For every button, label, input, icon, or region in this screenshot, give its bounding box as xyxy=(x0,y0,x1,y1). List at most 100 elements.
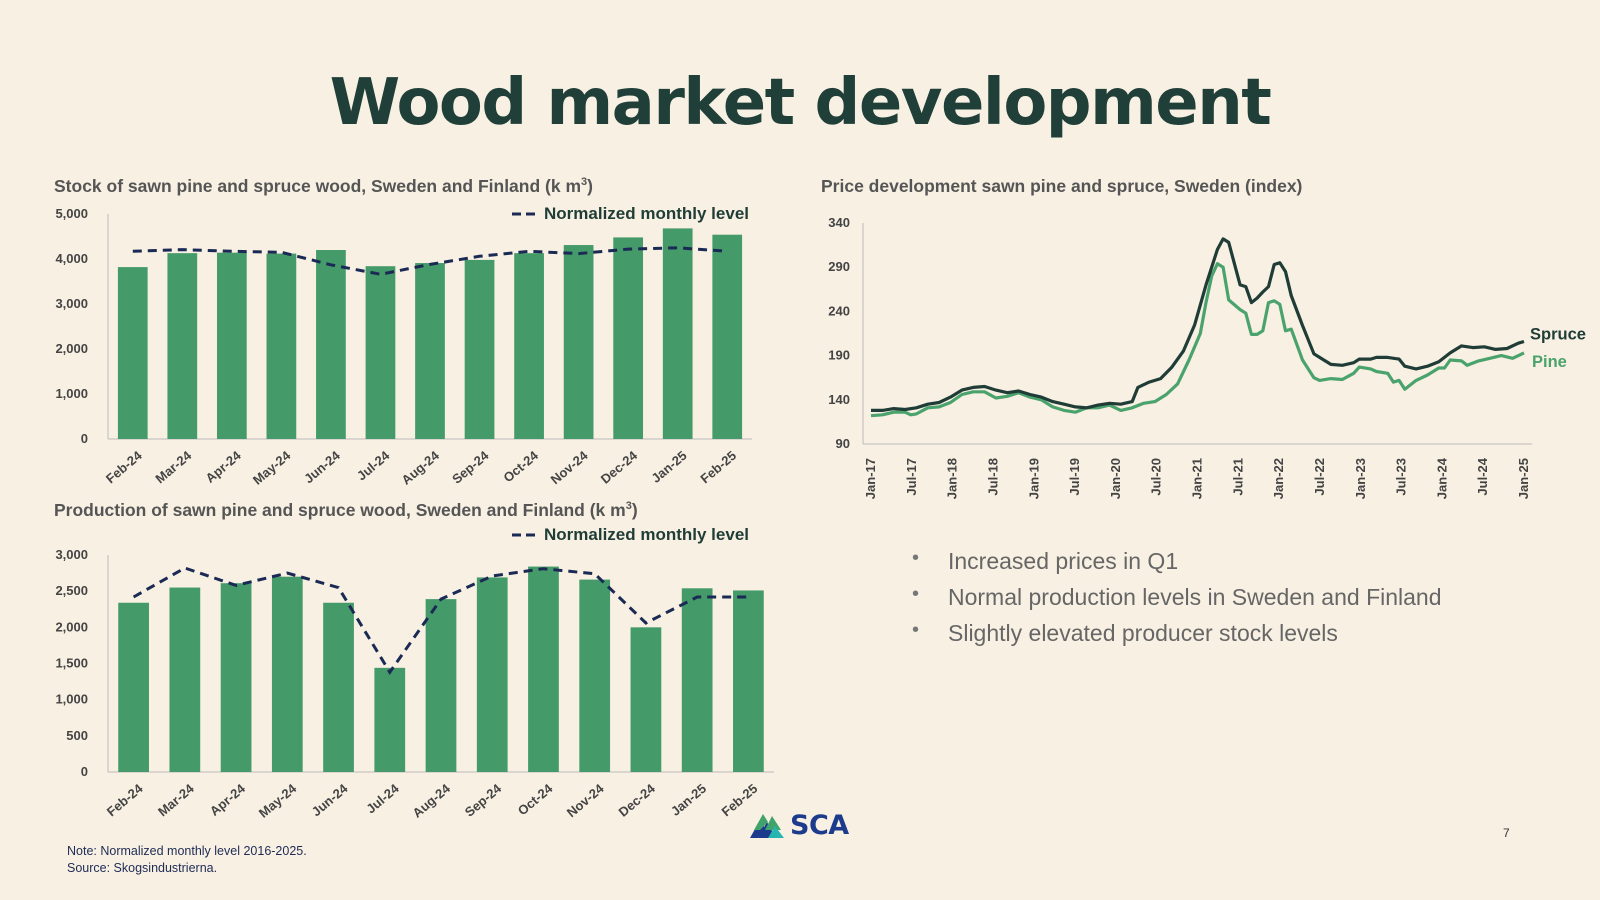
stock-chart-title-text: Stock of sawn pine and spruce wood, Swed… xyxy=(54,176,582,196)
price-chart-title: Price development sawn pine and spruce, … xyxy=(821,176,1303,196)
y-tick-label: 2,000 xyxy=(55,341,88,356)
y-tick-label: 5,000 xyxy=(55,206,88,221)
x-tick-label: Feb-24 xyxy=(103,447,145,486)
y-tick-label: 2,000 xyxy=(55,619,88,634)
x-tick-label: Apr-24 xyxy=(207,780,249,818)
legend-label: Normalized monthly level xyxy=(544,204,749,223)
y-tick-label: 1,000 xyxy=(55,386,88,401)
bar xyxy=(167,253,198,439)
bar xyxy=(613,237,644,439)
normalized-level-line xyxy=(132,246,728,276)
production-chart-title-sup: 3 xyxy=(625,500,632,513)
x-tick-label: Nov-24 xyxy=(548,447,591,487)
x-tick-label: Oct-24 xyxy=(515,780,556,818)
pine-series-line xyxy=(870,262,1525,418)
x-tick-label: Jan-17 xyxy=(863,458,878,499)
y-tick-label: 1,000 xyxy=(55,692,88,707)
footnote-note: Note: Normalized monthly level 2016-2025… xyxy=(67,844,307,858)
production-chart-title-end: ) xyxy=(631,500,638,520)
price-line-chart: 90 140 190 240 290 340 Jan-17 Jul-17 Jan-18 Jul-1… xyxy=(828,215,1586,499)
x-tick-label: Oct-24 xyxy=(500,447,541,485)
y-tick-label: 3,000 xyxy=(55,296,88,311)
stock-chart-title: Stock of sawn pine and spruce wood, Swed… xyxy=(54,176,593,197)
bar xyxy=(563,245,594,439)
x-tick-label: Jul-18 xyxy=(985,458,1000,496)
bar xyxy=(681,588,713,772)
bar xyxy=(271,576,303,772)
production-bar-chart: 0 500 1,000 1,500 2,000 2,500 3,000 Feb-24 Mar-2… xyxy=(55,525,774,821)
bar xyxy=(476,577,508,772)
x-tick-label: Jan-19 xyxy=(1026,458,1041,499)
bar xyxy=(316,250,346,439)
x-tick-label: Dec-24 xyxy=(598,447,641,486)
bullet-item: Slightly elevated producer stock levels xyxy=(912,619,1442,647)
legend-label: Normalized monthly level xyxy=(544,525,749,544)
sca-logo: SCA xyxy=(748,808,849,842)
bar xyxy=(415,263,445,439)
x-tick-label: Jan-23 xyxy=(1353,458,1368,499)
x-tick-label: Jan-25 xyxy=(668,781,709,819)
x-tick-label: Jul-24 xyxy=(354,447,393,483)
x-tick-label: Jan-22 xyxy=(1271,458,1286,499)
bar xyxy=(630,627,662,772)
footnote: Note: Normalized monthly level 2016-2025… xyxy=(67,843,307,877)
x-tick-label: Jan-21 xyxy=(1190,458,1205,499)
y-tick-label: 1,500 xyxy=(55,656,88,671)
y-tick-label: 500 xyxy=(66,728,88,743)
x-tick-label: Nov-24 xyxy=(564,780,607,820)
x-tick-label: Jun-24 xyxy=(301,447,343,486)
production-chart-title: Production of sawn pine and spruce wood,… xyxy=(54,500,638,521)
page-number: 7 xyxy=(1503,826,1510,840)
x-tick-label: Jan-25 xyxy=(648,448,689,486)
stock-bar-chart: 0 1,000 2,000 3,000 4,000 5,000 Feb-24 Mar-24 Ap… xyxy=(55,204,752,488)
y-tick-label: 3,000 xyxy=(55,547,88,562)
bar xyxy=(266,253,297,439)
x-tick-label: Jul-22 xyxy=(1312,458,1327,496)
x-tick-label: Mar-24 xyxy=(152,447,194,486)
y-tick-label: 240 xyxy=(828,303,850,318)
y-tick-label: 140 xyxy=(828,392,850,407)
y-tick-label: 0 xyxy=(81,431,88,446)
x-tick-label: Jul-23 xyxy=(1394,458,1409,496)
bullet-item: Normal production levels in Sweden and F… xyxy=(912,583,1442,611)
stock-chart-title-end: ) xyxy=(587,176,593,196)
bar xyxy=(117,267,148,439)
x-tick-label: Sep-24 xyxy=(462,780,505,819)
normalized-level-line xyxy=(132,566,749,675)
x-tick-label: Jan-18 xyxy=(945,458,960,499)
spruce-series-line xyxy=(871,237,1525,412)
sca-logo-text: SCA xyxy=(790,809,849,841)
y-tick-label: 4,000 xyxy=(55,251,88,266)
bar xyxy=(425,599,457,772)
bar xyxy=(118,602,149,772)
x-tick-label: Feb-25 xyxy=(697,448,739,486)
bar xyxy=(374,667,406,772)
y-tick-label: 2,500 xyxy=(55,583,88,598)
spruce-series-label: Spruce xyxy=(1530,325,1586,343)
bar xyxy=(464,259,495,439)
x-tick-label: Jan-24 xyxy=(1434,457,1449,499)
bar xyxy=(662,228,693,439)
x-tick-label: Dec-24 xyxy=(616,780,659,819)
page-title: Wood market development xyxy=(329,66,1272,140)
bar xyxy=(528,566,559,772)
y-tick-label: 190 xyxy=(828,348,850,363)
footnote-source: Source: Skogsindustrierna. xyxy=(67,861,218,875)
x-tick-label: Aug-24 xyxy=(410,780,454,820)
bar xyxy=(323,602,354,772)
x-tick-label: Jul-20 xyxy=(1149,458,1164,496)
production-chart-title-text: Production of sawn pine and spruce wood,… xyxy=(54,500,626,520)
x-tick-label: May-24 xyxy=(250,447,294,487)
bar xyxy=(220,583,252,772)
pine-series-label: Pine xyxy=(1532,353,1567,371)
x-tick-label: Feb-24 xyxy=(104,780,146,819)
bullet-list: Increased prices in Q1 Normal production… xyxy=(912,547,1442,656)
x-tick-label: Jan-25 xyxy=(1516,458,1531,499)
x-tick-label: Jul-24 xyxy=(363,780,402,816)
x-tick-label: Mar-24 xyxy=(155,780,197,819)
bar xyxy=(365,266,396,439)
bar xyxy=(712,234,743,439)
x-tick-label: Jul-24 xyxy=(1475,457,1490,495)
bar xyxy=(169,587,201,772)
x-tick-label: Jul-19 xyxy=(1067,458,1082,496)
